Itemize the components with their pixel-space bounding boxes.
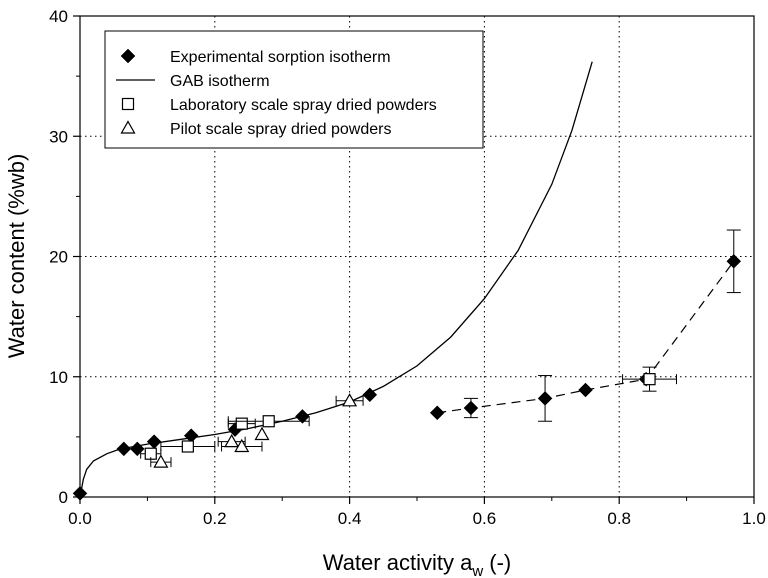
y-tick-label: 0 <box>59 488 68 507</box>
y-tick-label: 40 <box>49 7 68 26</box>
laboratory-point <box>262 415 275 428</box>
x-axis-title-subscript: w <box>471 563 483 578</box>
pilot-point <box>342 393 358 407</box>
x-axis-title-main: Water activity a <box>323 550 473 575</box>
legend-marker-triangle <box>120 120 136 134</box>
y-axis-title: Water content (%wb) <box>4 154 29 359</box>
legend-item-gab: GAB isotherm <box>116 73 270 90</box>
laboratory-point <box>235 417 248 430</box>
pilot-point <box>153 454 169 468</box>
legend-item-pilot: Pilot scale spray dried powders <box>120 120 391 138</box>
experimental-point <box>295 409 310 424</box>
experimental-point <box>72 486 88 501</box>
x-tick-label: 0.6 <box>473 509 497 528</box>
legend-label: Laboratory scale spray dried powders <box>170 97 437 114</box>
legend-marker-diamond <box>120 48 136 64</box>
legend-label: GAB isotherm <box>170 73 270 90</box>
x-tick-label: 0.4 <box>338 509 362 528</box>
pilot-point <box>234 438 250 453</box>
legend-marker-square <box>121 97 135 111</box>
experimental-point <box>146 434 162 450</box>
experimental-point <box>537 391 553 406</box>
legend-item-experimental: Experimental sorption isotherm <box>120 48 391 66</box>
experimental-point <box>578 382 593 398</box>
experimental-point <box>116 441 132 457</box>
laboratory-point <box>181 440 194 453</box>
x-tick-label: 1.0 <box>742 509 766 528</box>
legend: Experimental sorption isotherm GAB isothe… <box>104 30 484 149</box>
y-tick-labels: 0 10 20 30 40 <box>49 7 68 507</box>
legend-item-laboratory: Laboratory scale spray dried powders <box>121 97 437 114</box>
y-tick-label: 10 <box>49 368 68 387</box>
x-axis-title: Water activity aw (-) <box>323 550 512 578</box>
legend-box <box>104 30 484 149</box>
pilot-point <box>224 433 240 448</box>
pilot-point <box>254 426 270 441</box>
x-tick-label: 0.8 <box>607 509 631 528</box>
x-tick-labels: 0.0 0.2 0.4 0.6 0.8 1.0 <box>68 509 766 528</box>
legend-label: Experimental sorption isotherm <box>170 49 391 66</box>
y-tick-label: 30 <box>49 127 68 146</box>
experimental-point <box>362 387 378 403</box>
x-axis-title-suffix: (-) <box>483 550 511 575</box>
y-tick-label: 20 <box>49 248 68 267</box>
axis-ticks <box>73 15 755 504</box>
experimental-point <box>429 405 445 421</box>
legend-label: Pilot scale spray dried powders <box>170 121 391 138</box>
x-tick-label: 0.2 <box>203 509 227 528</box>
series-layer <box>72 61 742 501</box>
experimental-point <box>463 400 479 416</box>
x-tick-label: 0.0 <box>68 509 92 528</box>
experimental-point <box>726 253 742 269</box>
laboratory-point <box>643 373 656 386</box>
